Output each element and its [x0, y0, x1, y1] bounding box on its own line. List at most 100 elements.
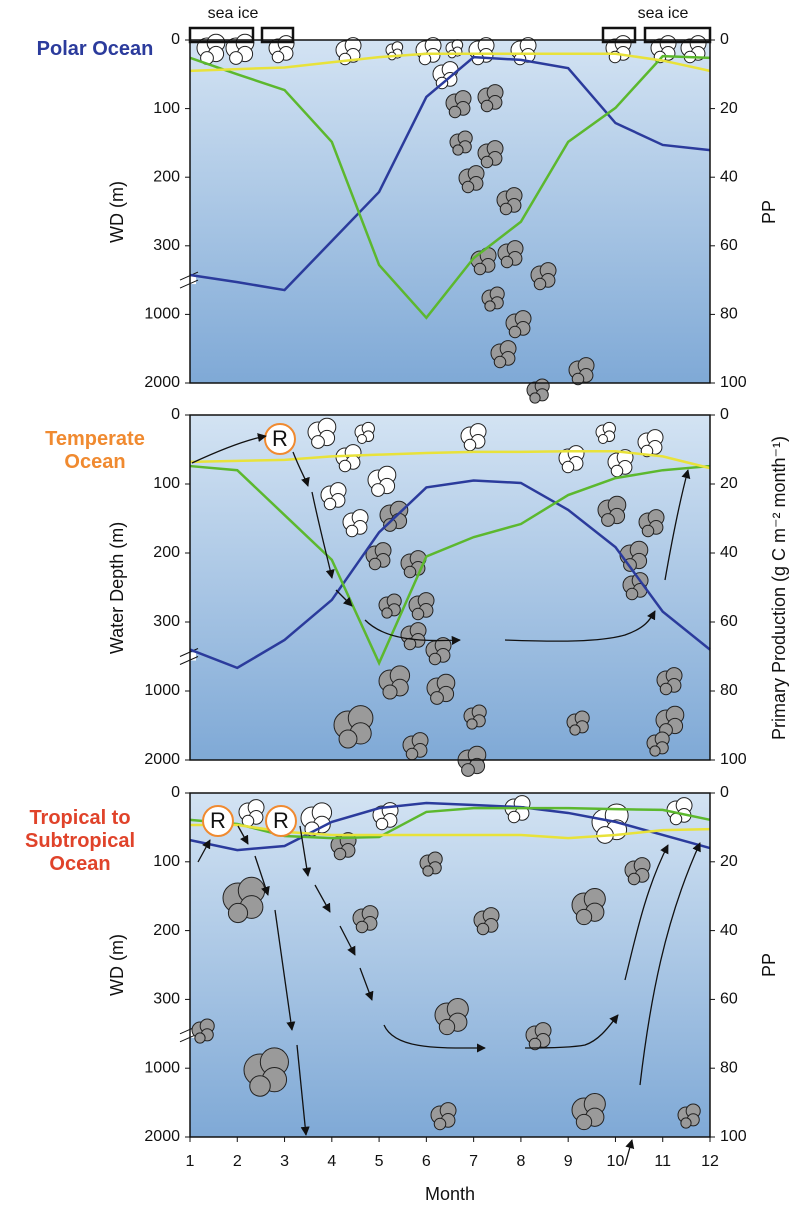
panel: 0 100 200 300 1000 2000 0 20 40 60 80 100 sea ice sea… [107, 5, 779, 404]
panel-title: Tropical to Subtropical Ocean [24, 807, 135, 875]
axis-break [179, 271, 199, 281]
y2-tick-label: 100 [720, 751, 747, 768]
migration-arrow [299, 825, 312, 877]
foraminifera [428, 652, 442, 666]
y2-tick-label: 60 [720, 613, 738, 630]
migration-arrow [237, 825, 249, 845]
foraminifera [338, 729, 358, 749]
series-line [189, 449, 711, 470]
y2-tick-label: 80 [720, 1059, 738, 1076]
y2-tick-label: 40 [720, 922, 738, 939]
y-tick-label: 100 [153, 100, 180, 117]
foraminifera [452, 144, 464, 156]
sea-ice [260, 26, 295, 44]
panel: 0 100 200 300 1000 2000 0 20 40 60 80 100 R R WD (m) PP… [107, 784, 779, 1204]
series-line [189, 52, 711, 73]
foraminifera [422, 865, 434, 877]
annotation: sea ice [638, 5, 689, 22]
series-line [189, 55, 711, 292]
migration-arrow [191, 433, 267, 464]
foraminifera [473, 262, 487, 276]
sea-ice [188, 26, 255, 44]
foraminifera [569, 724, 581, 736]
y-tick-label: 0 [171, 406, 180, 423]
x-tick-label: 2 [233, 1153, 242, 1170]
foraminifera [403, 637, 417, 651]
y-tick-label: 200 [153, 544, 180, 561]
foraminifera [194, 1032, 206, 1044]
foraminifera [669, 812, 683, 826]
foraminifera [466, 718, 478, 730]
foraminifera [476, 922, 490, 936]
foraminifera [405, 747, 419, 761]
foraminifera [649, 745, 661, 757]
y2-tick-label: 0 [720, 31, 729, 48]
x-tick-label: 5 [375, 1153, 384, 1170]
foraminifera [375, 817, 389, 831]
x-tick-label: 10 [607, 1153, 625, 1170]
plot-frame [189, 792, 711, 1138]
foraminifera [641, 524, 655, 538]
annotation: R [272, 426, 288, 451]
y2-tick-label: 80 [720, 682, 738, 699]
y2-tick-label: 0 [720, 406, 729, 423]
y-tick-label: 1000 [144, 306, 180, 323]
foraminifera [381, 607, 393, 619]
foraminifera [533, 277, 547, 291]
x-tick-label: 1 [186, 1153, 195, 1170]
foraminifera [484, 300, 496, 312]
annotation: R [273, 808, 289, 833]
series-line [189, 479, 711, 670]
foraminifera [610, 464, 624, 478]
y-tick-label: 1000 [144, 1059, 180, 1076]
x-tick-label: 3 [280, 1153, 289, 1170]
migration-arrow [314, 884, 331, 913]
migration-arrow [364, 619, 461, 645]
y-axis-label: Water Depth (m) [107, 522, 127, 654]
axis-break [182, 652, 196, 661]
y-tick-label: 300 [153, 237, 180, 254]
y-tick-label: 200 [153, 168, 180, 185]
y-tick-label: 2000 [144, 374, 180, 391]
foraminifera [627, 872, 641, 886]
y-tick-label: 100 [153, 475, 180, 492]
migration-arrow [254, 855, 270, 896]
foraminifera [433, 1117, 447, 1131]
y-tick-label: 0 [171, 784, 180, 801]
y-axis-label: WD (m) [107, 181, 127, 243]
axis-break [179, 648, 199, 657]
axis-break [179, 279, 199, 289]
panel-title: Temperate Ocean [45, 428, 145, 473]
series-line [189, 801, 711, 852]
foraminifera [575, 908, 593, 926]
annotation: R [210, 808, 226, 833]
migration-arrow [504, 610, 656, 642]
y2-tick-label: 20 [720, 100, 738, 117]
foraminifera [507, 810, 521, 824]
sea-ice [643, 26, 712, 44]
y2-tick-label: 40 [720, 544, 738, 561]
foraminifera [382, 684, 398, 700]
panel-title: Polar Ocean [36, 38, 154, 60]
foraminifera [311, 435, 325, 449]
foraminifera [383, 518, 397, 532]
foraminifera [480, 99, 494, 113]
y2-tick-label: 60 [720, 991, 738, 1008]
foraminifera [625, 587, 639, 601]
y2-tick-label: 60 [720, 237, 738, 254]
foraminifera [368, 557, 382, 571]
series-line [189, 464, 711, 667]
x-tick-label: 7 [469, 1153, 478, 1170]
y-tick-label: 300 [153, 991, 180, 1008]
migration-arrow [292, 451, 310, 487]
foraminifera [561, 460, 575, 474]
y2-axis-label: PP [759, 953, 779, 977]
plot-frame [189, 414, 711, 761]
foraminifera [403, 565, 417, 579]
y2-tick-label: 80 [720, 306, 738, 323]
foraminifera [430, 691, 444, 705]
foraminifera [345, 524, 359, 538]
y2-tick-label: 20 [720, 475, 738, 492]
foraminifera [371, 483, 385, 497]
